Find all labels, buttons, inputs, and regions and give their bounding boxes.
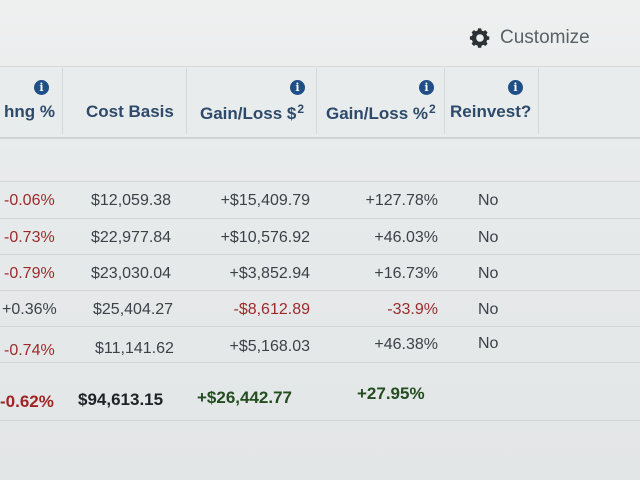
table-cell-cost-basis: $11,141.62	[95, 340, 174, 357]
table-cell-cost-basis: $22,977.84	[91, 229, 172, 246]
table-cell-gain-loss-usd: +$3,852.94	[229, 265, 310, 282]
column-header-label: Gain/Loss %	[326, 104, 429, 123]
table-cell-reinvest: No	[478, 192, 499, 209]
row-divider	[0, 254, 640, 255]
table-cell-gain-loss-pct: +127.78%	[365, 192, 438, 209]
row-divider	[0, 218, 640, 219]
row-divider	[0, 290, 640, 291]
table-cell-chng: -0.74%	[4, 342, 55, 359]
gear-icon	[469, 28, 490, 48]
column-divider	[538, 68, 539, 134]
table-cell-reinvest: No	[478, 335, 499, 352]
column-divider	[444, 68, 445, 134]
info-icon[interactable]: i	[508, 80, 523, 95]
table-cell-chng: -0.79%	[4, 265, 55, 282]
column-header-label: Gain/Loss $	[200, 104, 297, 123]
table-cell-gain-loss-usd: +$5,168.03	[229, 338, 310, 355]
footnote-marker: 2	[297, 102, 305, 116]
table-cell-gain-loss-pct: +46.38%	[374, 336, 438, 353]
total-cost-basis: $94,613.15	[78, 390, 164, 409]
column-divider	[316, 68, 317, 134]
table-cell-chng: +0.36%	[2, 301, 57, 318]
total-gain-loss-pct: +27.95%	[357, 384, 425, 403]
column-header-gain-loss-pct[interactable]: Gain/Loss %2	[326, 102, 436, 124]
table-cell-cost-basis: $25,404.27	[93, 301, 174, 318]
table-cell-gain-loss-pct: +46.03%	[374, 229, 438, 246]
table-cell-gain-loss-pct: +16.73%	[374, 265, 438, 282]
row-divider	[0, 181, 640, 182]
total-chng: -0.62%	[0, 392, 54, 411]
table-cell-chng: -0.73%	[4, 229, 55, 246]
row-divider	[0, 326, 640, 327]
info-icon[interactable]: i	[290, 80, 305, 95]
footnote-marker: 2	[429, 102, 436, 116]
total-gain-loss-usd: +$26,442.77	[197, 388, 293, 407]
table-header	[0, 66, 640, 139]
customize-label: Customize	[500, 27, 590, 48]
column-header-chng-pct[interactable]: hng %	[4, 102, 55, 121]
table-cell-reinvest: No	[478, 301, 499, 318]
column-header-cost-basis[interactable]: Cost Basis	[86, 102, 174, 121]
table-cell-chng: -0.06%	[4, 192, 55, 209]
info-icon[interactable]: i	[34, 80, 49, 95]
table-cell-gain-loss-usd: +$15,409.79	[220, 192, 310, 209]
info-icon[interactable]: i	[419, 80, 434, 95]
column-header-reinvest[interactable]: Reinvest?	[450, 102, 532, 121]
table-cell-cost-basis: $12,059.38	[91, 192, 172, 209]
row-divider	[0, 362, 640, 363]
table-cell-reinvest: No	[478, 229, 499, 246]
table-cell-cost-basis: $23,030.04	[91, 265, 172, 282]
column-header-gain-loss-usd[interactable]: Gain/Loss $2	[200, 102, 304, 124]
table-cell-gain-loss-usd: +$10,576.92	[220, 229, 310, 246]
table-cell-gain-loss-pct: -33.9%	[387, 301, 438, 318]
column-divider	[186, 68, 187, 134]
table-cell-gain-loss-usd: -$8,612.89	[233, 301, 310, 318]
table-cell-reinvest: No	[478, 265, 499, 282]
column-divider	[62, 68, 63, 134]
row-divider	[0, 420, 640, 421]
customize-button[interactable]: Customize	[468, 26, 590, 50]
